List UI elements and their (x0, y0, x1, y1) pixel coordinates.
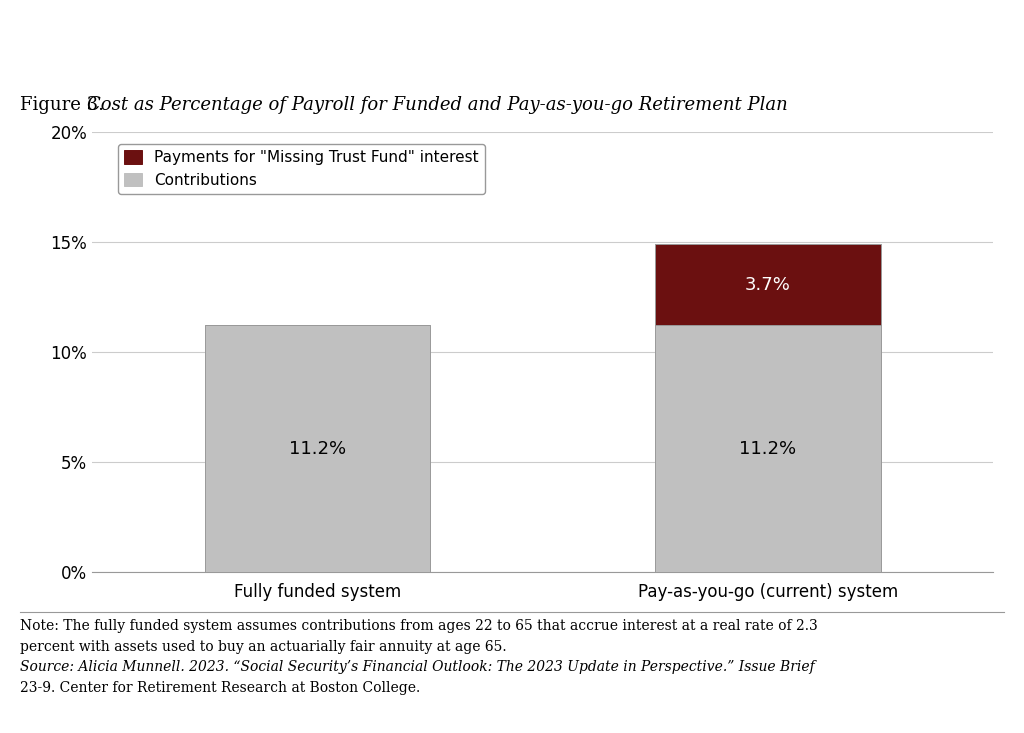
Legend: Payments for "Missing Trust Fund" interest, Contributions: Payments for "Missing Trust Fund" intere… (118, 144, 485, 194)
Text: Note: The fully funded system assumes contributions from ages 22 to 65 that accr: Note: The fully funded system assumes co… (20, 619, 818, 633)
Bar (655, 325, 881, 572)
Text: 3.7%: 3.7% (745, 276, 791, 294)
Text: 23-9. Center for Retirement Research at Boston College.: 23-9. Center for Retirement Research at … (20, 681, 421, 695)
Bar (205, 325, 430, 572)
Text: Cost as Percentage of Payroll for Funded and Pay-as-you-go Retirement Plan: Cost as Percentage of Payroll for Funded… (87, 95, 787, 114)
Text: Figure 3.: Figure 3. (20, 95, 111, 114)
Text: percent with assets used to buy an actuarially fair annuity at age 65.: percent with assets used to buy an actua… (20, 640, 507, 654)
Text: 11.2%: 11.2% (739, 440, 797, 457)
Text: Source: Alicia Munnell. 2023. “Social Security’s Financial Outlook: The 2023 Upd: Source: Alicia Munnell. 2023. “Social Se… (20, 660, 815, 674)
Bar (655, 244, 881, 325)
Text: 11.2%: 11.2% (289, 440, 346, 457)
